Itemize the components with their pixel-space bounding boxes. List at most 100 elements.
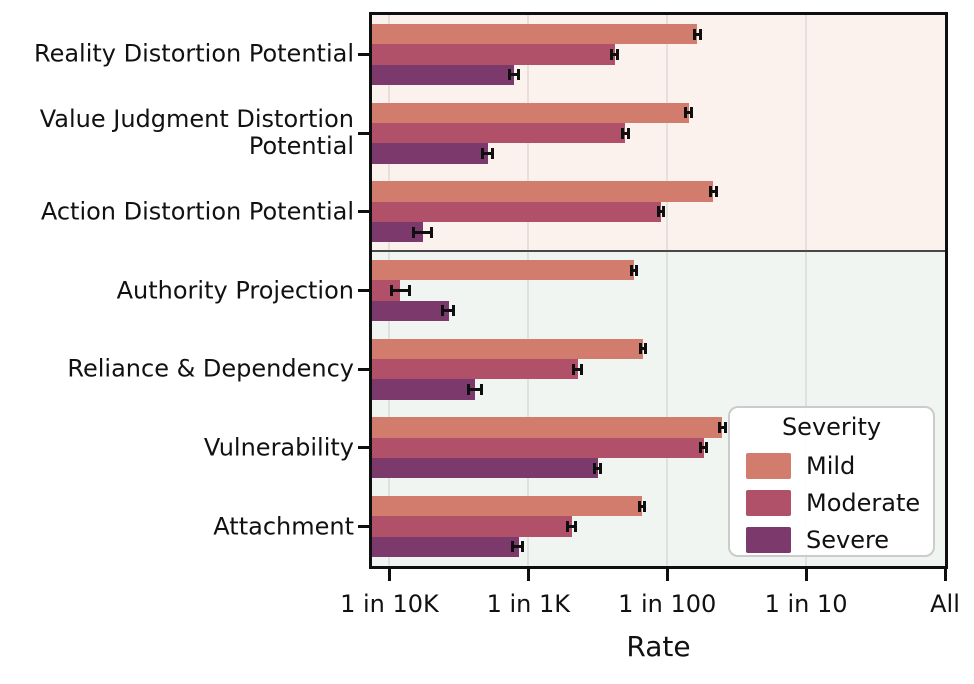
bar-mild [372,417,723,438]
error-bar-cap [693,28,697,40]
gridline [805,15,808,566]
error-bar-cap [661,206,665,218]
error-bar-cap [511,541,515,553]
error-bar [719,426,726,430]
error-bar [631,268,637,272]
bar-mild [372,260,635,281]
error-bar [710,189,717,193]
category-label: Reliance & Dependency [67,354,354,383]
gridline [527,15,530,566]
x-axis-title: Rate [626,630,691,663]
bar-severe [372,379,475,400]
legend-title: Severity [781,413,882,441]
bar-mild [372,181,714,202]
error-bar [611,52,618,56]
category-label: Authority Projection [116,276,354,304]
x-tick [526,569,530,581]
error-bar-cap [627,127,631,139]
legend-swatch-moderate [746,490,791,516]
error-bar-cap [579,363,583,375]
error-bar [512,545,523,549]
error-bar [442,309,454,313]
legend-item: Mild [730,453,933,479]
legend-swatch-mild [746,453,791,479]
error-bar [640,347,646,351]
x-tick [665,569,669,581]
x-tick-label: 1 in 10K [340,590,439,618]
bar-severe [372,64,515,85]
error-bar-cap [684,107,688,119]
x-tick [943,569,947,581]
error-bar-cap [699,442,703,454]
x-tick-label: 1 in 100 [618,590,717,618]
error-bar [594,466,601,470]
error-bar-cap [481,147,485,159]
legend-item: Severe [730,527,933,553]
error-bar-cap [705,442,709,454]
legend: Severity Mild Moderate Severe [728,406,935,557]
error-bar-cap [610,48,614,60]
error-bar-cap [637,500,641,512]
error-bar-cap [452,305,456,317]
error-bar-cap [466,384,470,395]
category-label: Action Distortion Potential [40,197,354,226]
error-bar [468,388,482,391]
category-label: Vulnerability [203,433,354,462]
error-bar-cap [408,285,412,296]
error-bar [509,73,519,77]
x-tick [387,569,391,581]
error-bar-cap [565,521,569,533]
bar-severe [372,143,488,164]
error-bar [622,131,629,135]
error-bar [573,367,582,371]
error-bar [685,111,692,115]
bar-severe [372,300,450,321]
legend-item-label: Mild [806,452,856,480]
error-bar-cap [616,48,620,60]
error-bar [567,525,576,529]
error-bar-cap [638,343,642,355]
y-tick [358,131,369,135]
y-tick [358,446,369,450]
bar-moderate [372,359,579,380]
error-bar-cap [724,422,728,434]
bar-mild [372,102,689,123]
legend-rows: Mild Moderate Severe [730,453,933,553]
bar-mild [372,496,643,517]
y-tick [358,525,369,529]
error-bar-cap [644,343,648,355]
bar-moderate [372,437,704,459]
error-bar-cap [709,185,713,197]
bar-mild [372,23,698,45]
error-bar-cap [390,285,394,296]
error-bar-cap [429,226,433,238]
error-bar-cap [440,305,444,317]
y-tick [358,289,369,292]
error-bar-cap [490,147,494,159]
bar-moderate [372,516,573,537]
x-tick-label: 1 in 10 [764,590,848,618]
legend-item: Moderate [730,490,933,516]
error-bar-cap [517,69,521,81]
error-bar-cap [643,500,647,512]
category-label: Attachment [213,512,354,541]
x-tick-label: 1 in 1K [486,590,571,618]
bar-moderate [372,201,661,222]
error-bar [639,504,645,508]
error-bar [700,446,707,450]
y-tick [358,210,369,214]
error-bar-cap [412,226,416,238]
error-bar-cap [593,462,597,474]
bar-severe [372,458,599,479]
error-bar [413,230,432,234]
bar-moderate [372,280,401,301]
bar-moderate [372,44,615,65]
legend-swatch-severe [746,527,791,553]
error-bar-cap [634,264,638,276]
bar-severe [372,221,424,243]
bar-severe [372,536,519,558]
category-label: Value Judgment Distortion Potential [39,105,354,161]
error-bar-cap [507,69,511,81]
error-bar-cap [479,384,483,395]
error-bar-cap [598,462,602,474]
